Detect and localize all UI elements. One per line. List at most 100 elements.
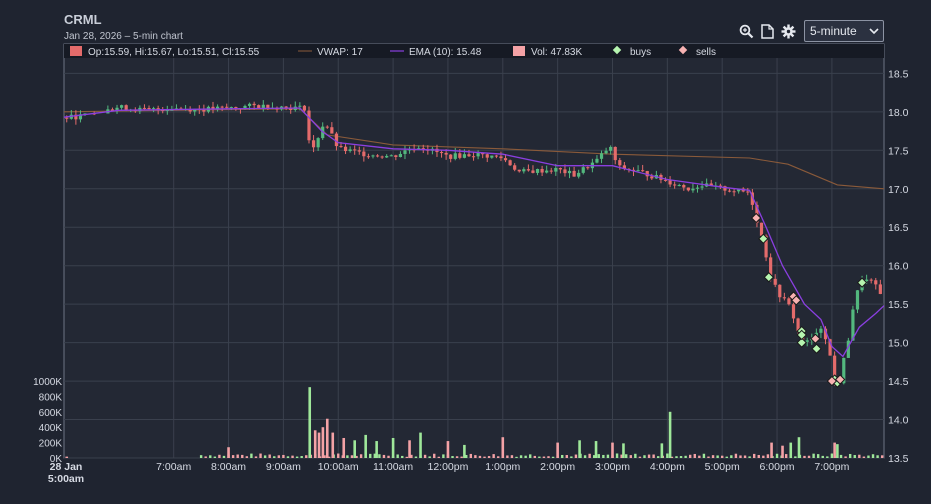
volume-bar	[236, 454, 239, 458]
candle-body	[238, 108, 243, 110]
zoom-icon[interactable]	[738, 23, 755, 40]
volume-bar	[862, 456, 866, 458]
candle-body	[311, 140, 316, 148]
volume-bar	[213, 456, 217, 458]
candle-body	[247, 103, 252, 106]
volume-bar	[487, 456, 491, 458]
candle-body	[558, 168, 562, 170]
legend-ohlc: Op:15.59, Hi:15.67, Lo:15.51, Cl:15.55	[88, 47, 260, 58]
ticker-symbol: CRML	[64, 12, 102, 27]
candle-body	[471, 156, 476, 158]
volume-bar	[446, 441, 450, 458]
candle-body	[234, 107, 238, 109]
volume-bar	[830, 453, 834, 458]
candle-body	[142, 107, 147, 109]
candle-body	[581, 167, 585, 173]
volume-bar	[325, 418, 329, 458]
volume-bar	[391, 437, 395, 458]
candle-body	[737, 188, 741, 192]
candle-body	[636, 170, 640, 172]
price-tick-label: 13.5	[888, 453, 909, 465]
candle-body	[115, 107, 119, 112]
volume-bar	[308, 387, 312, 458]
candle-body	[865, 279, 869, 282]
candle-body	[467, 154, 471, 157]
candle-body	[133, 109, 137, 112]
candle-body	[407, 149, 412, 151]
candle-body	[645, 170, 649, 177]
volume-bar	[588, 453, 591, 458]
buy-marker	[796, 325, 807, 337]
volume-bar	[455, 456, 459, 458]
candle-body	[92, 113, 96, 115]
vwap-line	[63, 108, 885, 190]
volume-bar	[848, 453, 852, 458]
candle-body	[755, 204, 759, 223]
volume-bar	[209, 455, 212, 458]
candle-body	[842, 357, 846, 384]
candle-body	[307, 110, 311, 141]
ema-path	[63, 107, 885, 358]
candle-body	[778, 284, 782, 298]
volume-bar	[282, 454, 285, 458]
candle-body	[394, 155, 398, 158]
volume-bar	[309, 454, 313, 458]
candle-body	[563, 169, 567, 174]
volume-bar	[826, 456, 829, 458]
candle-body	[654, 174, 658, 179]
document-icon[interactable]	[759, 23, 776, 40]
time-tick-label: 4:00pm	[650, 461, 685, 473]
volume-bar	[652, 454, 655, 458]
interval-select[interactable]: 5-minute	[804, 20, 884, 42]
volume-bar	[668, 411, 672, 458]
volume-bar	[556, 455, 559, 458]
candle-body	[759, 222, 764, 236]
candle-body	[124, 105, 128, 111]
volume-tick-label: 800K	[39, 392, 63, 403]
volume-bar	[355, 455, 358, 458]
candle-body	[769, 257, 773, 279]
volume-bar	[451, 456, 454, 458]
volume-bar	[684, 455, 687, 458]
candle-body	[833, 355, 837, 383]
candle-body	[119, 105, 124, 108]
volume-bar	[327, 456, 331, 458]
candle-body	[677, 185, 681, 187]
volume-bar	[331, 432, 335, 458]
candle-body	[554, 168, 558, 172]
candle-body	[641, 170, 645, 172]
volume-bar	[250, 453, 253, 458]
volume-bar	[556, 442, 559, 458]
volume-bar	[725, 456, 728, 458]
volume-bar	[638, 456, 642, 458]
sell-marker	[826, 375, 838, 387]
time-tick-label: 7:00pm	[814, 461, 849, 473]
candle-body	[723, 186, 727, 191]
volume-bar	[707, 456, 710, 458]
volume-bar	[465, 454, 468, 458]
candlesticks	[65, 100, 882, 386]
time-tick-label: 9:00am	[266, 461, 301, 473]
volume-bar	[378, 454, 381, 458]
volume-bar	[391, 456, 395, 458]
volume-bar	[762, 455, 765, 458]
volume-bar	[359, 454, 363, 458]
volume-bar	[410, 454, 413, 458]
price-tick-label: 18.5	[888, 68, 909, 80]
volume-bar	[858, 454, 861, 458]
candle-body	[197, 108, 201, 110]
volume-bar	[679, 456, 683, 458]
candle-body	[449, 154, 453, 159]
candle-body	[490, 155, 494, 158]
candle-body	[499, 156, 503, 159]
candle-body	[389, 155, 393, 157]
legend-buys: buys	[630, 47, 651, 58]
volume-bar	[807, 455, 811, 458]
gear-icon[interactable]	[780, 23, 797, 40]
candle-body	[485, 154, 489, 158]
candle-body	[567, 170, 572, 174]
candle-body	[348, 149, 352, 152]
candle-body	[193, 108, 197, 112]
sell-marker	[750, 212, 762, 224]
